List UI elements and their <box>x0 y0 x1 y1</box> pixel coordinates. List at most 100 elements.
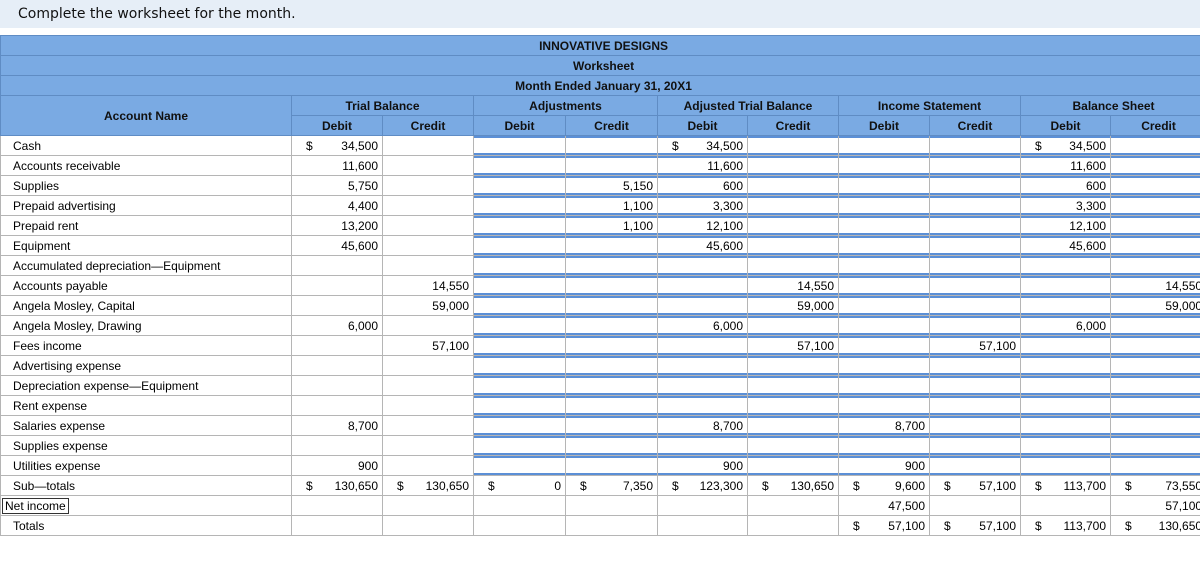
input-cell[interactable] <box>473 455 566 476</box>
input-cell[interactable]: 14,550 <box>747 275 839 296</box>
input-cell[interactable] <box>657 335 748 356</box>
input-cell[interactable] <box>473 155 566 176</box>
input-cell[interactable]: 12,100 <box>657 215 748 236</box>
input-cell[interactable] <box>747 155 839 176</box>
input-cell[interactable] <box>473 175 566 196</box>
input-cell[interactable] <box>473 295 566 316</box>
input-cell[interactable] <box>747 175 839 196</box>
input-cell[interactable] <box>473 315 566 336</box>
input-cell[interactable] <box>473 375 566 396</box>
input-cell[interactable]: 14,550 <box>1109 275 1200 296</box>
input-cell[interactable]: $34,500 <box>657 135 748 156</box>
input-cell[interactable] <box>747 195 839 216</box>
input-cell[interactable] <box>929 435 1021 456</box>
input-cell[interactable] <box>929 215 1021 236</box>
input-cell[interactable] <box>473 435 566 456</box>
input-cell[interactable] <box>929 195 1021 216</box>
input-cell[interactable]: 3,300 <box>657 195 748 216</box>
input-cell[interactable] <box>929 415 1021 436</box>
input-cell[interactable] <box>473 335 566 356</box>
input-cell[interactable] <box>929 315 1021 336</box>
input-cell[interactable] <box>473 195 566 216</box>
input-cell[interactable] <box>838 135 930 156</box>
input-cell[interactable] <box>565 155 658 176</box>
input-cell[interactable] <box>747 375 839 396</box>
input-cell[interactable] <box>929 255 1021 276</box>
input-cell[interactable] <box>565 315 658 336</box>
input-cell[interactable] <box>929 395 1021 416</box>
input-cell[interactable] <box>838 195 930 216</box>
input-cell[interactable] <box>473 395 566 416</box>
input-cell[interactable]: 57,100 <box>929 335 1021 356</box>
input-cell[interactable] <box>565 255 658 276</box>
input-cell[interactable] <box>1109 315 1200 336</box>
input-cell[interactable] <box>1020 255 1111 276</box>
input-cell[interactable] <box>473 275 566 296</box>
input-cell[interactable] <box>473 215 566 236</box>
input-cell[interactable] <box>1020 395 1111 416</box>
input-cell[interactable]: 11,600 <box>657 155 748 176</box>
input-cell[interactable]: 45,600 <box>657 235 748 256</box>
input-cell[interactable] <box>1020 295 1111 316</box>
input-cell[interactable]: 900 <box>838 455 930 476</box>
input-cell[interactable] <box>657 395 748 416</box>
input-cell[interactable] <box>657 375 748 396</box>
input-cell[interactable] <box>657 255 748 276</box>
input-cell[interactable] <box>929 455 1021 476</box>
input-cell[interactable] <box>838 335 930 356</box>
input-cell[interactable] <box>929 175 1021 196</box>
input-cell[interactable] <box>838 215 930 236</box>
input-cell[interactable]: 59,000 <box>1109 295 1200 316</box>
input-cell[interactable] <box>929 155 1021 176</box>
input-cell[interactable] <box>1109 135 1200 156</box>
input-cell[interactable] <box>929 235 1021 256</box>
input-cell[interactable] <box>473 135 566 156</box>
input-cell[interactable]: 8,700 <box>838 415 930 436</box>
input-cell[interactable] <box>1109 455 1200 476</box>
input-cell[interactable] <box>1020 375 1111 396</box>
input-cell[interactable] <box>747 315 839 336</box>
input-cell[interactable] <box>565 415 658 436</box>
input-cell[interactable] <box>838 355 930 376</box>
input-cell[interactable]: 8,700 <box>657 415 748 436</box>
input-cell[interactable] <box>929 135 1021 156</box>
input-cell[interactable] <box>747 415 839 436</box>
input-cell[interactable] <box>473 355 566 376</box>
input-cell[interactable] <box>1109 215 1200 236</box>
input-cell[interactable] <box>565 295 658 316</box>
input-cell[interactable]: 900 <box>657 455 748 476</box>
input-cell[interactable] <box>747 255 839 276</box>
input-cell[interactable] <box>838 395 930 416</box>
input-cell[interactable] <box>929 275 1021 296</box>
input-cell[interactable]: 57,100 <box>747 335 839 356</box>
input-cell[interactable] <box>473 235 566 256</box>
input-cell[interactable] <box>1109 435 1200 456</box>
input-cell[interactable] <box>747 235 839 256</box>
input-cell[interactable] <box>657 435 748 456</box>
input-cell[interactable]: 6,000 <box>657 315 748 336</box>
input-cell[interactable] <box>657 295 748 316</box>
input-cell[interactable] <box>565 455 658 476</box>
input-cell[interactable] <box>657 355 748 376</box>
input-cell[interactable] <box>838 315 930 336</box>
input-cell[interactable] <box>838 375 930 396</box>
input-cell[interactable] <box>1020 415 1111 436</box>
input-cell[interactable] <box>838 295 930 316</box>
input-cell[interactable] <box>747 395 839 416</box>
input-cell[interactable]: 1,100 <box>565 215 658 236</box>
input-cell[interactable]: 5,150 <box>565 175 658 196</box>
input-cell[interactable] <box>929 375 1021 396</box>
input-cell[interactable]: 12,100 <box>1020 215 1111 236</box>
input-cell[interactable] <box>838 235 930 256</box>
input-cell[interactable] <box>473 415 566 436</box>
input-cell[interactable] <box>1020 335 1111 356</box>
input-cell[interactable] <box>838 275 930 296</box>
input-cell[interactable]: 11,600 <box>1020 155 1111 176</box>
input-cell[interactable]: 45,600 <box>1020 235 1111 256</box>
input-cell[interactable] <box>1109 195 1200 216</box>
input-cell[interactable]: 600 <box>1020 175 1111 196</box>
input-cell[interactable] <box>565 395 658 416</box>
input-cell[interactable] <box>838 255 930 276</box>
input-cell[interactable] <box>1109 335 1200 356</box>
input-cell[interactable]: 6,000 <box>1020 315 1111 336</box>
